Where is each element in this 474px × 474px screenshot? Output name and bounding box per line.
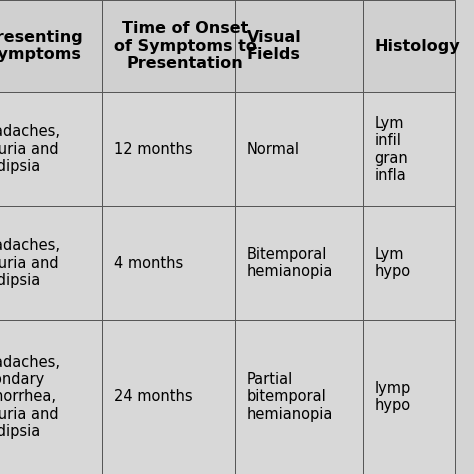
Text: 24 months: 24 months (114, 390, 192, 404)
Text: eadaches,
lyuria and
lydipsia: eadaches, lyuria and lydipsia (0, 238, 60, 288)
Bar (363, 92, 455, 206)
Bar (235, 0, 363, 92)
Bar (235, 92, 363, 206)
Text: Partial
bitemporal
hemianopia: Partial bitemporal hemianopia (246, 372, 333, 422)
Bar (0, 320, 102, 474)
Bar (363, 0, 455, 92)
Bar (0, 92, 102, 206)
Bar (102, 92, 235, 206)
Bar (235, 320, 363, 474)
Text: lymp
hypo: lymp hypo (374, 381, 410, 413)
Text: Time of Onset
of Symptoms to
Presentation: Time of Onset of Symptoms to Presentatio… (114, 21, 256, 71)
Text: Visual
Fields: Visual Fields (246, 30, 301, 63)
Bar (0, 0, 102, 92)
Bar (102, 320, 235, 474)
Bar (363, 206, 455, 320)
Bar (102, 0, 235, 92)
Text: Presenting
Symptoms: Presenting Symptoms (0, 30, 83, 63)
Bar (235, 206, 363, 320)
Bar (102, 206, 235, 320)
Text: 4 months: 4 months (114, 255, 183, 271)
Text: Histology: Histology (374, 39, 460, 54)
Text: Lym
infil
gran
infla: Lym infil gran infla (374, 116, 408, 183)
Text: Bitemporal
hemianopia: Bitemporal hemianopia (246, 247, 333, 279)
Text: 12 months: 12 months (114, 142, 192, 157)
Text: eadaches,
condary
enorrhea,
lyuria and
lydipsia: eadaches, condary enorrhea, lyuria and l… (0, 355, 60, 439)
Text: eadaches,
lyuria and
lydipsia: eadaches, lyuria and lydipsia (0, 124, 60, 174)
Bar (0, 206, 102, 320)
Bar (363, 320, 455, 474)
Text: Normal: Normal (246, 142, 300, 157)
Text: Lym
hypo: Lym hypo (374, 247, 410, 279)
